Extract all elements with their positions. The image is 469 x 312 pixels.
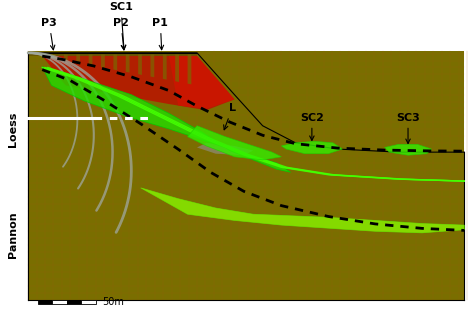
Text: SC1: SC1 [109, 2, 133, 50]
Polygon shape [138, 54, 142, 75]
Bar [82, 300, 96, 304]
Polygon shape [151, 54, 154, 77]
Polygon shape [141, 188, 464, 233]
Text: SC3: SC3 [396, 113, 420, 144]
Polygon shape [163, 54, 166, 80]
Polygon shape [188, 126, 281, 160]
Polygon shape [76, 54, 80, 63]
Bar [52, 300, 67, 304]
Polygon shape [113, 54, 117, 70]
Text: P3: P3 [41, 18, 57, 50]
Text: SC2: SC2 [300, 113, 324, 140]
Bar [38, 300, 52, 304]
Polygon shape [188, 54, 191, 84]
Bar [28, 51, 464, 300]
Text: P2: P2 [113, 18, 129, 50]
Polygon shape [281, 141, 342, 154]
Text: 50m: 50m [102, 297, 124, 307]
Polygon shape [101, 54, 105, 68]
Text: P1: P1 [152, 18, 168, 50]
Polygon shape [64, 54, 68, 61]
Text: Loess: Loess [8, 111, 18, 147]
Polygon shape [197, 143, 253, 155]
Polygon shape [52, 54, 55, 58]
Polygon shape [28, 53, 197, 56]
Polygon shape [175, 54, 179, 82]
Polygon shape [89, 54, 92, 66]
Polygon shape [169, 56, 234, 109]
Polygon shape [126, 54, 129, 73]
Bar [67, 300, 82, 304]
Polygon shape [42, 56, 235, 110]
Text: L: L [224, 103, 235, 130]
Polygon shape [385, 144, 431, 155]
Polygon shape [42, 67, 291, 172]
Text: Pannon: Pannon [8, 211, 18, 258]
